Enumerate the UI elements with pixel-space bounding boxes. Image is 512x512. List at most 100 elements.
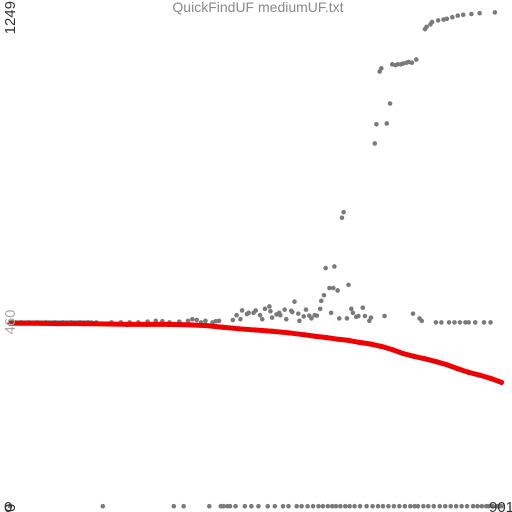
cost-point <box>249 503 254 509</box>
cost-point <box>470 503 476 509</box>
running-average-point <box>498 379 505 385</box>
running-average-point <box>187 322 193 328</box>
cost-point <box>329 503 335 509</box>
cost-point <box>328 310 334 316</box>
y-tick-label-zero: 0 <box>2 504 19 512</box>
cost-point <box>265 503 271 509</box>
cost-point <box>221 503 226 509</box>
cost-point <box>323 265 328 271</box>
cost-point <box>327 285 332 291</box>
cost-point <box>488 320 493 325</box>
cost-point <box>492 10 498 15</box>
cost-point <box>490 503 496 509</box>
cost-point <box>435 18 441 23</box>
cost-point <box>472 320 478 325</box>
running-average-point <box>455 366 461 372</box>
cost-point <box>7 503 13 509</box>
cost-point <box>439 320 444 325</box>
cost-point <box>297 318 302 324</box>
running-average-point <box>422 356 428 362</box>
cost-point <box>372 141 378 146</box>
cost-point <box>347 503 352 509</box>
cost-point <box>171 503 177 509</box>
cost-point <box>352 503 357 509</box>
cost-point <box>463 320 468 325</box>
cost-point <box>301 314 307 319</box>
cost-point <box>286 503 291 509</box>
cost-point <box>257 312 263 318</box>
cost-point <box>397 503 402 509</box>
cost-point <box>460 12 466 18</box>
cost-point <box>452 320 457 325</box>
cost-point <box>364 503 369 509</box>
running-average-point <box>269 328 275 334</box>
cost-point <box>486 503 491 509</box>
running-average-point <box>367 341 373 347</box>
running-average-point <box>203 323 210 329</box>
cost-point <box>429 19 435 25</box>
cost-point <box>413 57 419 62</box>
cost-point <box>395 62 401 67</box>
cost-point <box>268 308 273 314</box>
cost-point <box>348 306 354 312</box>
cost-point <box>185 318 191 324</box>
cost-point <box>446 320 452 325</box>
cost-point <box>296 311 301 316</box>
cost-point <box>272 503 278 509</box>
running-average-series <box>7 320 505 385</box>
cost-point <box>292 299 297 304</box>
cost-point <box>350 310 356 316</box>
cost-point <box>342 503 348 509</box>
cost-point <box>318 298 324 304</box>
cost-point <box>387 101 393 106</box>
running-average-point <box>487 375 494 381</box>
cost-point <box>256 503 261 509</box>
cost-point <box>194 317 200 323</box>
cost-point <box>362 313 368 319</box>
cost-point <box>450 14 455 20</box>
cost-point <box>294 503 299 509</box>
cost-point <box>100 503 106 509</box>
running-average-point <box>466 369 472 375</box>
cost-point <box>234 312 239 318</box>
cost-point <box>409 60 415 66</box>
cost-point <box>341 209 346 215</box>
running-average-point <box>356 339 363 345</box>
cost-point <box>424 24 429 30</box>
cost-point <box>253 308 259 313</box>
running-average-point <box>105 321 111 327</box>
running-average-point <box>345 337 352 343</box>
cost-point <box>457 320 463 325</box>
cost-point <box>303 307 309 312</box>
cost-point <box>216 318 222 324</box>
cost-point <box>475 503 480 509</box>
running-average-point <box>313 333 319 340</box>
cost-point <box>290 309 295 315</box>
chart-title: QuickFindUF mediumUF.txt <box>172 0 343 15</box>
cost-point <box>356 313 361 319</box>
y-tick-label-top: 1249 <box>2 1 19 34</box>
cost-point <box>227 503 233 509</box>
cost-point <box>421 503 426 509</box>
cost-point <box>479 503 485 509</box>
cost-point <box>380 503 386 509</box>
cost-point <box>333 503 339 509</box>
cost-point <box>282 307 287 312</box>
cost-point <box>477 10 482 16</box>
running-average-point <box>335 336 341 342</box>
cost-point <box>207 503 212 509</box>
cost-point <box>310 503 316 509</box>
cost-point <box>339 215 345 221</box>
cost-point <box>379 66 384 71</box>
running-average-point <box>124 321 130 328</box>
cost-point <box>466 320 471 325</box>
cost-point <box>321 292 327 298</box>
cost-point <box>412 503 417 509</box>
running-average-point <box>378 343 384 349</box>
running-average-point <box>253 327 259 333</box>
cost-point <box>499 503 504 509</box>
cost-point <box>259 316 265 322</box>
cost-point <box>335 288 340 293</box>
x-tick-label-start: 0 <box>4 499 12 512</box>
cost-point <box>459 503 464 509</box>
